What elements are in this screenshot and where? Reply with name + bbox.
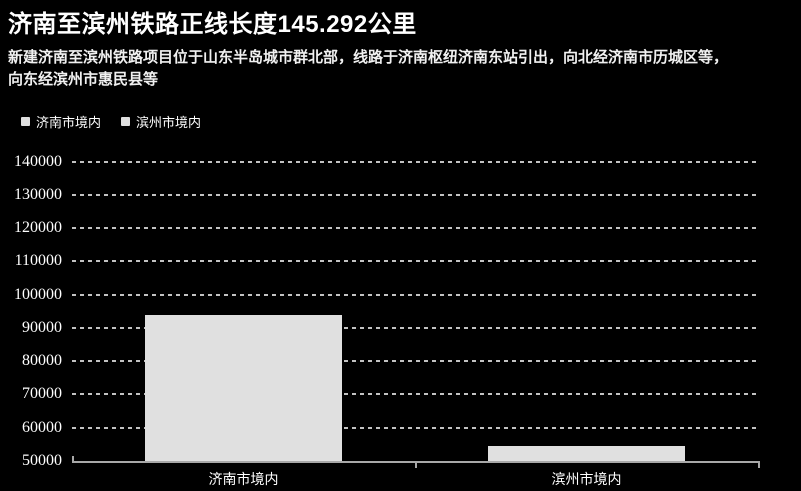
legend-item-jinan[interactable]: 济南市境内 bbox=[21, 112, 101, 131]
gridline bbox=[72, 393, 758, 396]
x-axis-tick bbox=[758, 463, 760, 468]
gridline bbox=[72, 260, 758, 263]
y-axis-tick-label: 70000 bbox=[22, 385, 62, 403]
legend: 济南市境内 滨州市境内 bbox=[21, 112, 201, 131]
legend-swatch-icon bbox=[121, 117, 131, 126]
x-axis-tick bbox=[415, 463, 417, 468]
subtitle-line-1: 新建济南至滨州铁路项目位于山东半岛城市群北部，线路于济南枢纽济南东站引出，向北经… bbox=[8, 49, 729, 66]
y-axis-tick-label: 110000 bbox=[14, 252, 62, 270]
legend-label: 滨州市境内 bbox=[136, 115, 202, 130]
bar-binzhou[interactable] bbox=[488, 446, 685, 461]
y-axis-tick-label: 140000 bbox=[14, 152, 62, 170]
page-title: 济南至滨州铁路正线长度145.292公里 bbox=[8, 11, 417, 38]
legend-swatch-icon bbox=[21, 117, 30, 126]
y-axis-tick-label: 130000 bbox=[14, 185, 62, 203]
gridline bbox=[72, 160, 758, 163]
gridline bbox=[72, 293, 758, 296]
legend-item-binzhou[interactable]: 滨州市境内 bbox=[121, 112, 201, 131]
gridline bbox=[72, 326, 758, 329]
x-axis-category-label: 滨州市境内 bbox=[551, 471, 622, 487]
gridline bbox=[72, 193, 758, 196]
legend-label: 济南市境内 bbox=[36, 115, 102, 130]
y-axis-tick-label: 120000 bbox=[14, 219, 62, 237]
y-axis-tick-label: 90000 bbox=[22, 318, 62, 336]
y-axis-tick-label: 80000 bbox=[22, 352, 62, 370]
gridline bbox=[72, 426, 758, 429]
gridline bbox=[72, 360, 758, 363]
y-axis-tick-label: 100000 bbox=[14, 285, 62, 303]
x-axis-line bbox=[72, 461, 760, 463]
x-axis-category-label: 济南市境内 bbox=[208, 471, 279, 487]
y-axis-tick-label: 60000 bbox=[22, 418, 62, 436]
y-axis-stub bbox=[72, 456, 74, 461]
gridline bbox=[72, 227, 758, 230]
chart-subtitle: 新建济南至滨州铁路项目位于山东半岛城市群北部，线路于济南枢纽济南东站引出，向北经… bbox=[8, 47, 798, 91]
subtitle-line-2: 向东经滨州市惠民县等 bbox=[8, 71, 159, 88]
bar-jinan[interactable] bbox=[145, 314, 342, 461]
y-axis-tick-label: 50000 bbox=[22, 452, 62, 469]
